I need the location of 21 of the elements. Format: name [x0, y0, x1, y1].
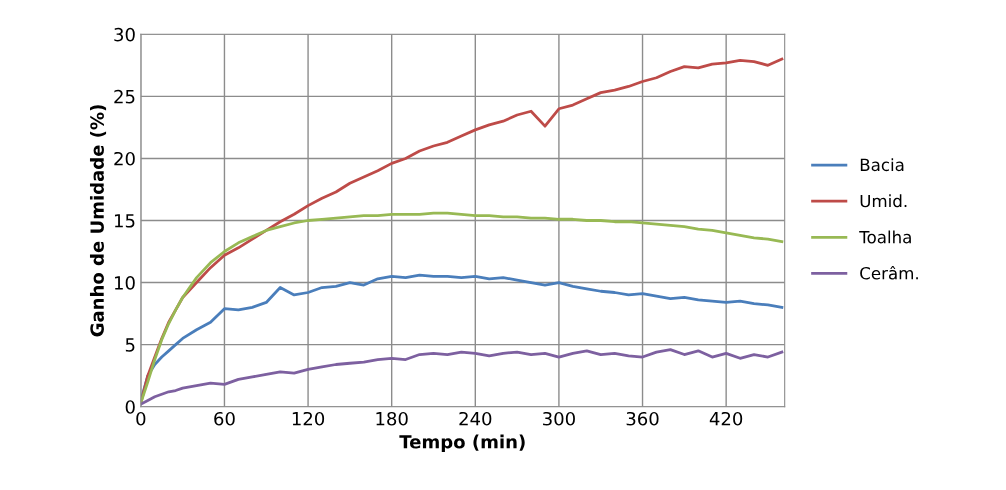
legend-label: Toalha	[859, 230, 911, 244]
y-tick-label: 20	[114, 151, 135, 166]
y-tick-label: 25	[114, 89, 135, 104]
x-tick-label: 120	[292, 411, 325, 426]
y-tick-label: 30	[114, 27, 135, 42]
x-tick-label: 240	[459, 411, 492, 426]
y-tick-label: 15	[114, 214, 135, 228]
x-tick-label: 360	[626, 411, 659, 426]
x-tick-label: 60	[214, 411, 235, 426]
x-tick-label: 180	[376, 411, 408, 426]
legend-label: Bacia	[860, 158, 904, 172]
legend-label: Cerâm.	[860, 265, 918, 280]
x-tick-label: 420	[709, 411, 743, 426]
x-tick-label: 0	[136, 411, 146, 426]
x-tick-label: 300	[543, 411, 575, 426]
y-tick-label: 10	[114, 276, 135, 290]
y-tick-label: 0	[125, 400, 135, 414]
x-axis-title: Tempo (min)	[399, 434, 525, 453]
legend-label: Umid.	[860, 194, 907, 208]
y-tick-label: 5	[125, 338, 135, 352]
y-axis-title: Ganho de Umidade (%)	[89, 105, 107, 337]
